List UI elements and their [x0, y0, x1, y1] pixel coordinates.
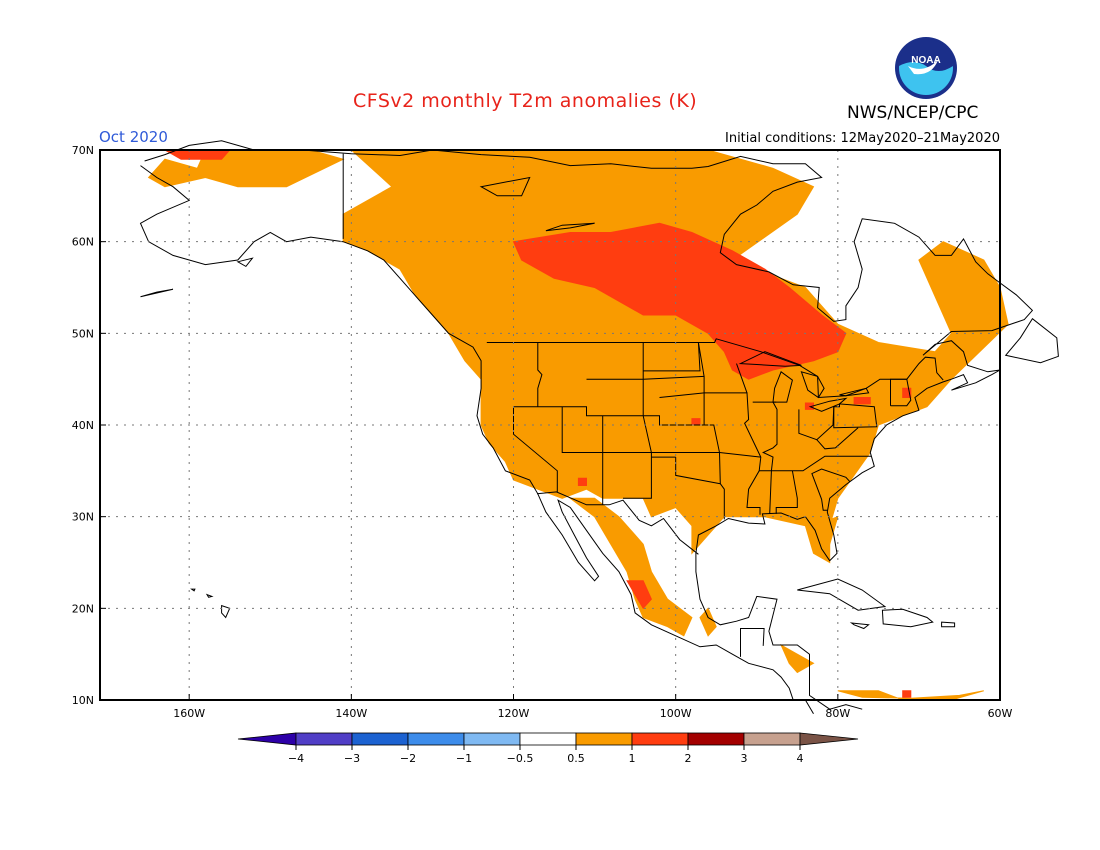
longitude-label: 100W [660, 707, 692, 720]
anomaly-region-1-2 [577, 477, 587, 486]
anomaly-region-0.5-1 [568, 497, 693, 637]
anomaly-region-1-2 [691, 418, 701, 426]
legend-arrow-max [799, 732, 859, 746]
island-outline [205, 593, 214, 598]
legend-label: −3 [344, 752, 360, 765]
legend-color-box [575, 732, 633, 746]
state-border [697, 342, 725, 520]
island-outline [1004, 317, 1059, 364]
latitude-label: 40N [72, 419, 94, 432]
svg-text:NOAA: NOAA [911, 55, 940, 66]
forecast-month: Oct 2020 [99, 128, 168, 146]
east-coastline [144, 140, 1034, 710]
latitude-label: 70N [72, 144, 94, 157]
lake-outline [738, 351, 802, 367]
border-us-canada [486, 338, 944, 399]
graticule-layer [100, 150, 1000, 700]
anomaly-map: 70N 60N 50N 40N 30N 20N 10N 160W 140W 120W 100W 80… [72, 140, 1059, 720]
state-border [762, 401, 778, 514]
island-outline [190, 588, 196, 592]
anomaly-region-1-2 [626, 580, 652, 610]
island-outline [849, 622, 870, 630]
border-us-mexico [536, 491, 699, 555]
longitude-labels: 160W 140W 120W 100W 80W 60W [173, 694, 1013, 720]
legend-color-box [407, 732, 465, 746]
anomaly-region-1-2 [902, 690, 912, 698]
legend-color-box [631, 732, 689, 746]
longitude-label: 60W [988, 707, 1013, 720]
anomaly-region-1-2 [804, 402, 814, 410]
island-outline [797, 578, 887, 611]
longitude-label: 160W [173, 707, 205, 720]
legend-color-box [687, 732, 745, 746]
legend-label: 2 [685, 752, 692, 765]
legend-color-box [519, 732, 577, 746]
island-outline [221, 604, 231, 619]
lake-outline [839, 387, 870, 397]
legend-label: −0.5 [507, 752, 534, 765]
lake-outline [800, 371, 825, 399]
latitude-label: 30N [72, 511, 94, 524]
island-outline [881, 608, 934, 628]
state-border [659, 392, 705, 398]
state-border [704, 392, 762, 515]
anomaly-region-0.5-1 [780, 643, 815, 674]
lake-outline [479, 176, 531, 197]
state-border [816, 427, 859, 450]
border-mexico-guatemala [740, 628, 765, 657]
legend-label: −1 [456, 752, 472, 765]
legend-color-box [295, 732, 353, 746]
west-coastline [139, 165, 814, 715]
legend-color-box [743, 732, 801, 746]
state-border [643, 342, 701, 372]
legend-label: −2 [400, 752, 416, 765]
state-border [890, 378, 912, 407]
anomaly-region-0.5-1 [147, 149, 345, 188]
anomaly-region-0.5-1 [837, 690, 984, 701]
state-border [759, 455, 872, 472]
island-outline [236, 257, 254, 268]
legend-label: −4 [288, 752, 304, 765]
coastline-layer [139, 140, 1059, 715]
latitude-label: 10N [72, 694, 94, 707]
legend-color-box [351, 732, 409, 746]
longitude-label: 120W [498, 707, 530, 720]
latitude-label: 20N [72, 602, 94, 615]
latitude-labels: 70N 60N 50N 40N 30N 20N 10N [72, 144, 106, 707]
island-outline [140, 288, 174, 298]
legend-label: 1 [629, 752, 636, 765]
lake-outline [772, 371, 793, 403]
lake-outline [808, 397, 848, 412]
island-outline [941, 621, 956, 628]
state-border [623, 342, 652, 499]
state-border [833, 403, 878, 429]
state-border [561, 406, 761, 458]
latitude-label: 60N [72, 236, 94, 249]
longitude-label: 140W [335, 707, 367, 720]
legend-label: 0.5 [567, 752, 585, 765]
organization-label: NWS/NCEP/CPC [847, 103, 979, 123]
legend-label: 4 [797, 752, 804, 765]
latitude-label: 50N [72, 327, 94, 340]
state-border [811, 468, 851, 511]
chart-title: CFSv2 monthly T2m anomalies (K) [353, 90, 698, 112]
legend-label: 3 [741, 752, 748, 765]
color-legend: −4 −3 −2 −1 −0.5 0.5 1 2 3 4 [237, 732, 859, 765]
lake-outline [545, 222, 595, 232]
anomaly-region-0.5-1 [342, 149, 1009, 564]
longitude-label: 80W [825, 707, 850, 720]
noaa-logo: NOAA [895, 37, 957, 99]
state-border [736, 363, 748, 394]
legend-color-box [463, 732, 521, 746]
state-border [537, 342, 543, 407]
legend-arrow-min [237, 732, 297, 746]
anomaly-region-1-2 [853, 397, 871, 405]
anomaly-fill-layer [147, 149, 1009, 701]
state-border [775, 470, 798, 514]
state-border [513, 406, 558, 492]
initial-conditions: Initial conditions: 12May2020–21May2020 [725, 131, 1000, 146]
